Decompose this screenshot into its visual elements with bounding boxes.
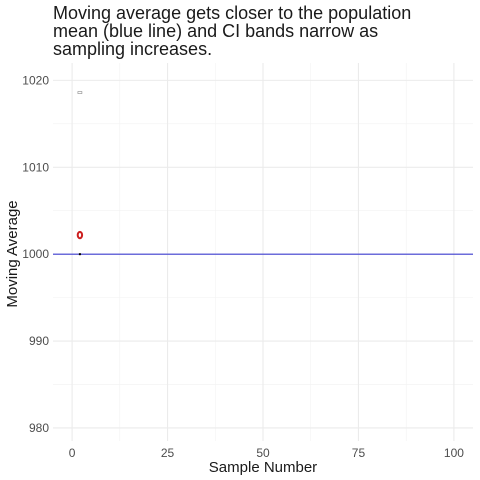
y-tick-label: 990 [29,334,49,348]
moving-average-points [76,230,84,240]
x-axis-title: Sample Number [209,459,317,476]
x-tick-label: 0 [69,446,76,460]
y-axis-title: Moving Average [4,200,21,307]
ci-upper-marker [77,91,83,94]
y-tick-label: 1010 [22,160,49,174]
x-tick-label: 75 [352,446,366,460]
x-tick-label: 100 [444,446,464,460]
moving-average-point [76,230,84,240]
chart-title: Moving average gets closer to the popula… [53,3,412,59]
x-tick-label: 50 [256,446,270,460]
y-tick-label: 980 [29,421,49,435]
x-axis-ticks: 0 25 50 75 100 [69,446,464,460]
ci-lower-marker [78,253,81,256]
x-tick-label: 25 [161,446,175,460]
y-axis-ticks: 980 990 1000 1010 1020 [22,73,49,435]
y-tick-label: 1020 [22,73,49,87]
ci-bands [77,91,83,256]
y-tick-label: 1000 [22,247,49,261]
